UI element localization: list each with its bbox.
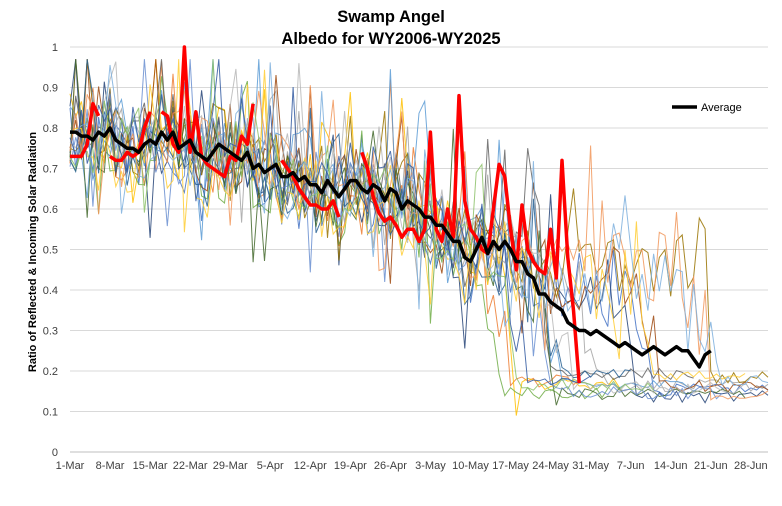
- x-tick-label: 31-May: [572, 460, 609, 472]
- highlight-series-line: [109, 111, 152, 163]
- highlight-series-line: [360, 93, 581, 384]
- x-tick-label: 10-May: [452, 460, 489, 472]
- legend-label-average: Average: [701, 102, 742, 114]
- y-tick-label: 0: [52, 447, 58, 459]
- x-tick-label: 21-Jun: [694, 460, 728, 472]
- y-tick-label: 0.8: [43, 123, 58, 135]
- x-tick-label: 1-Mar: [56, 460, 85, 472]
- y-axis-label: Ratio of Reflected & Incoming Solar Radi…: [27, 132, 39, 372]
- x-tick-label: 3-May: [415, 460, 446, 472]
- background-series-line: [69, 61, 746, 394]
- chart-title: Swamp Angel: [337, 8, 445, 26]
- x-tick-label: 28-Jun: [734, 460, 768, 472]
- average-series-line: [70, 126, 712, 369]
- y-tick-label: 0.3: [43, 326, 58, 338]
- y-tick-label: 0.1: [43, 407, 58, 419]
- y-tick-label: 0.9: [43, 83, 58, 95]
- y-tick-label: 0.2: [43, 366, 58, 378]
- x-tick-label: 8-Mar: [96, 460, 125, 472]
- background-series-line: [69, 59, 746, 381]
- background-series-line: [69, 62, 769, 387]
- x-tick-label: 14-Jun: [654, 460, 688, 472]
- highlight-series-line: [160, 45, 255, 179]
- chart-subtitle: Albedo for WY2006-WY2025: [281, 30, 501, 48]
- highlight-series-line: [70, 101, 101, 159]
- y-tick-label: 0.4: [43, 285, 58, 297]
- y-tick-label: 0.6: [43, 204, 58, 216]
- x-tick-label: 5-Apr: [257, 460, 284, 472]
- x-tick-label: 22-Mar: [173, 460, 208, 472]
- y-tick-label: 1: [52, 42, 58, 54]
- x-tick-label: 15-Mar: [133, 460, 168, 472]
- y-tick-label: 0.7: [43, 164, 58, 176]
- x-tick-label: 29-Mar: [213, 460, 248, 472]
- x-tick-label: 7-Jun: [617, 460, 645, 472]
- background-series-line: [69, 59, 694, 381]
- x-tick-label: 17-May: [492, 460, 529, 472]
- y-tick-label: 0.5: [43, 245, 58, 257]
- x-tick-label: 19-Apr: [334, 460, 367, 472]
- x-tick-label: 26-Apr: [374, 460, 407, 472]
- x-tick-label: 12-Apr: [294, 460, 327, 472]
- x-tick-label: 24-May: [532, 460, 569, 472]
